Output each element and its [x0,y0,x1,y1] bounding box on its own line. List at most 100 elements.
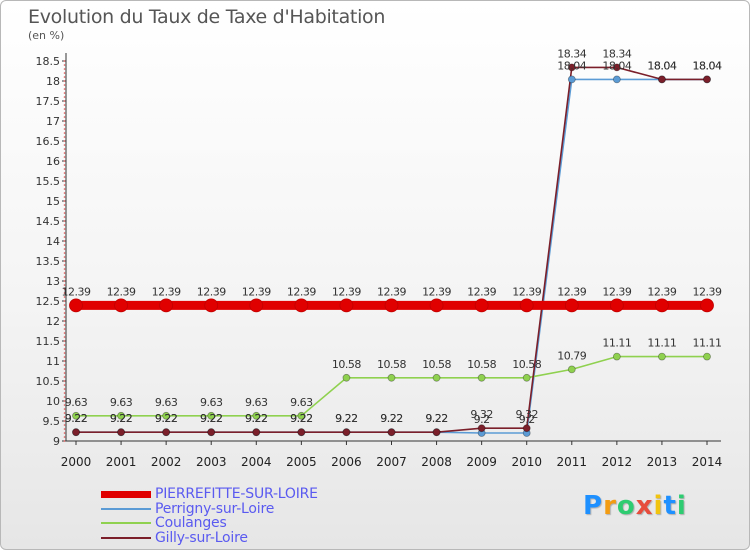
data-point [297,411,306,420]
data-label: 9.63 [290,396,313,409]
y-minor-dot [63,288,66,290]
y-tick-label: 18.5 [36,55,61,68]
data-label: 9.32 [470,408,493,421]
data-label: 12.39 [422,285,451,298]
y-minor-dot [63,256,66,258]
data-point [658,75,666,84]
data-label: 18.34 [557,47,586,60]
x-tick-label: 2003 [196,455,227,469]
data-label: 9.22 [335,412,358,425]
y-tick-label: 13 [46,275,60,288]
data-point [522,424,531,433]
logo-letter: t [663,491,677,521]
y-minor-dot [63,352,66,354]
data-point [117,411,125,420]
y-minor-dot [63,292,66,294]
data-label: 12.39 [602,285,631,298]
logo-letter: P [583,491,604,521]
y-minor-dot [63,88,66,90]
y-minor-dot [63,416,66,418]
legend-label: Perrigny-sur-Loire [155,501,275,517]
data-label: 9.22 [290,412,313,425]
data-point [342,373,351,382]
proxiti-logo: Proxiti [583,491,687,521]
data-label: 12.39 [377,285,406,298]
y-minor-dot [63,252,66,254]
y-minor-dot [63,264,66,266]
y-minor-dot [63,220,66,222]
y-minor-dot [63,120,66,122]
y-minor-dot [63,108,66,110]
y-tick-label: 13.5 [36,255,61,268]
data-label: 10.58 [422,358,451,371]
y-tick-label: 16 [46,155,60,168]
y-minor-dot [63,396,66,398]
y-minor-dot [63,116,66,118]
legend-label: PIERREFITTE-SUR-LOIRE [155,486,318,502]
y-tick-label: 17.5 [36,95,61,108]
data-label: 12.39 [557,285,586,298]
data-label: 9.22 [110,412,133,425]
data-point [612,75,621,84]
y-minor-dot [63,200,66,202]
y-minor-dot [63,112,66,114]
y-minor-dot [63,368,66,370]
chart-title: Evolution du Taux de Taxe d'Habitation [28,6,386,28]
data-label: 9.63 [110,396,133,409]
legend-swatch [101,522,151,524]
y-tick-label: 12 [46,315,60,328]
data-label: 9.22 [155,412,178,425]
y-tick-label: 11.5 [36,335,61,348]
x-tick-label: 2009 [466,455,497,469]
y-minor-dot [63,344,66,346]
y-minor-dot [63,384,66,386]
legend-swatch [101,508,151,510]
y-minor-dot [63,280,66,282]
y-minor-dot [63,412,66,414]
data-point [567,365,576,374]
data-point [703,75,711,84]
y-minor-dot [63,308,66,310]
data-label: 9.63 [200,396,223,409]
y-minor-dot [63,168,66,170]
data-point [204,298,219,313]
y-minor-dot [63,316,66,318]
y-minor-dot [63,376,66,378]
data-label: 10.58 [467,358,496,371]
y-minor-dot [63,176,66,178]
y-minor-dot [63,100,66,102]
y-minor-dot [63,76,66,78]
data-point [658,352,666,361]
y-minor-dot [63,148,66,150]
y-minor-dot [63,68,66,70]
data-point [249,298,264,313]
x-tick-label: 2010 [511,455,542,469]
legend-label: Coulanges [155,515,227,531]
data-label: 9.22 [110,412,133,425]
y-minor-dot [63,224,66,226]
x-tick-label: 2006 [331,455,362,469]
data-label: 9.22 [65,412,88,425]
y-minor-dot [63,240,66,242]
logo-letter: i [676,491,687,521]
legend-item-pierrefitte: PIERREFITTE-SUR-LOIRE [101,486,318,502]
y-minor-dot [63,244,66,246]
x-tick-label: 2014 [692,455,723,469]
data-label: 12.39 [107,285,136,298]
data-label: 9.22 [290,412,313,425]
logo-letter: x [635,491,654,521]
data-label: 9.22 [65,412,88,425]
y-minor-dot [63,332,66,334]
data-label: 9.22 [335,412,358,425]
data-label: 9.22 [380,412,403,425]
data-label: 18.04 [647,59,676,72]
y-minor-dot [63,216,66,218]
data-point [294,298,309,313]
y-minor-dot [63,312,66,314]
data-label: 9.22 [245,412,268,425]
y-minor-dot [63,104,66,106]
data-point [117,428,125,437]
x-tick-label: 2004 [241,455,272,469]
y-minor-dot [63,124,66,126]
